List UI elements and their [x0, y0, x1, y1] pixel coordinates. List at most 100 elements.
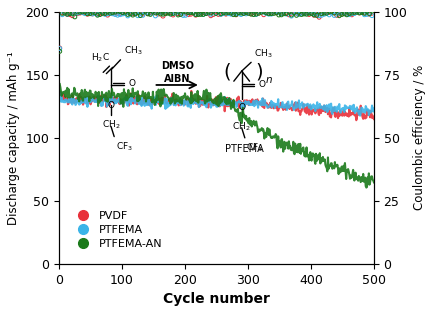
Point [71, 9, 78, 14]
Point [235, 8, 242, 13]
Point [165, 9, 171, 14]
Point [368, 13, 375, 18]
Point [275, 9, 282, 14]
Point [238, 11, 245, 16]
Point [134, 10, 141, 15]
Point [71, 14, 78, 19]
Point [124, 13, 131, 18]
Point [285, 9, 292, 14]
Point [182, 13, 189, 18]
Point [349, 12, 355, 17]
Point [152, 9, 159, 14]
Point [104, 11, 111, 16]
Point [182, 11, 189, 16]
Point [74, 11, 81, 16]
Point [200, 12, 207, 17]
Point [76, 11, 83, 16]
Point [107, 8, 113, 13]
Point [291, 10, 297, 15]
Point [321, 10, 328, 15]
Point [210, 12, 217, 17]
Point [149, 9, 156, 14]
Point [66, 12, 73, 17]
Point [152, 13, 159, 18]
Point [157, 12, 164, 17]
Point [132, 11, 139, 16]
Point [56, 49, 63, 54]
Point [129, 11, 136, 16]
Point [338, 12, 345, 17]
Point [134, 9, 141, 14]
Text: O: O [107, 101, 115, 110]
Point [273, 10, 280, 15]
Point [174, 9, 181, 14]
Point [220, 11, 227, 16]
Point [255, 11, 262, 16]
Point [210, 9, 217, 14]
Point [117, 12, 124, 17]
Point [336, 11, 343, 16]
Point [149, 10, 156, 15]
Point [137, 13, 144, 18]
Point [215, 12, 222, 17]
Point [200, 10, 207, 15]
Point [366, 11, 373, 16]
Point [94, 11, 101, 16]
Point [275, 13, 282, 18]
Point [273, 10, 280, 15]
Point [167, 11, 174, 16]
Point [255, 9, 262, 14]
Point [142, 8, 149, 13]
Point [268, 11, 275, 16]
Point [127, 11, 134, 16]
Point [187, 10, 194, 15]
Point [308, 11, 315, 16]
Point [359, 10, 365, 15]
Point [303, 11, 310, 16]
Point [353, 10, 360, 15]
Point [202, 11, 209, 16]
Point [132, 11, 139, 16]
Point [155, 10, 162, 15]
Point [227, 11, 234, 16]
Point [310, 13, 317, 18]
Point [89, 11, 96, 16]
Point [326, 9, 333, 14]
Point [79, 9, 86, 14]
Point [351, 10, 358, 15]
Point [359, 9, 365, 14]
Point [59, 12, 66, 17]
Point [66, 11, 73, 16]
Text: AIBN: AIBN [164, 74, 191, 84]
Point [112, 10, 119, 15]
Point [265, 11, 272, 16]
Point [114, 8, 121, 13]
Point [333, 8, 340, 13]
Point [321, 11, 328, 16]
Point [117, 9, 124, 14]
Y-axis label: Discharge capacity / mAh g⁻¹: Discharge capacity / mAh g⁻¹ [7, 51, 20, 225]
Text: CH$_2$: CH$_2$ [233, 120, 251, 133]
Point [69, 11, 76, 16]
Point [301, 12, 307, 17]
Point [278, 12, 285, 17]
Point [242, 10, 249, 15]
Point [159, 12, 166, 17]
Point [91, 11, 98, 16]
Point [253, 8, 260, 13]
Point [202, 10, 209, 15]
Point [69, 11, 76, 16]
Point [185, 10, 192, 15]
Point [310, 11, 317, 16]
Point [303, 10, 310, 15]
Point [291, 9, 297, 14]
Point [185, 12, 192, 17]
Point [139, 12, 146, 17]
Point [293, 13, 300, 18]
Point [318, 13, 325, 18]
Point [124, 10, 131, 15]
Point [346, 11, 353, 16]
Text: H$_2$C: H$_2$C [90, 51, 110, 64]
Point [275, 10, 282, 15]
Point [258, 9, 265, 14]
